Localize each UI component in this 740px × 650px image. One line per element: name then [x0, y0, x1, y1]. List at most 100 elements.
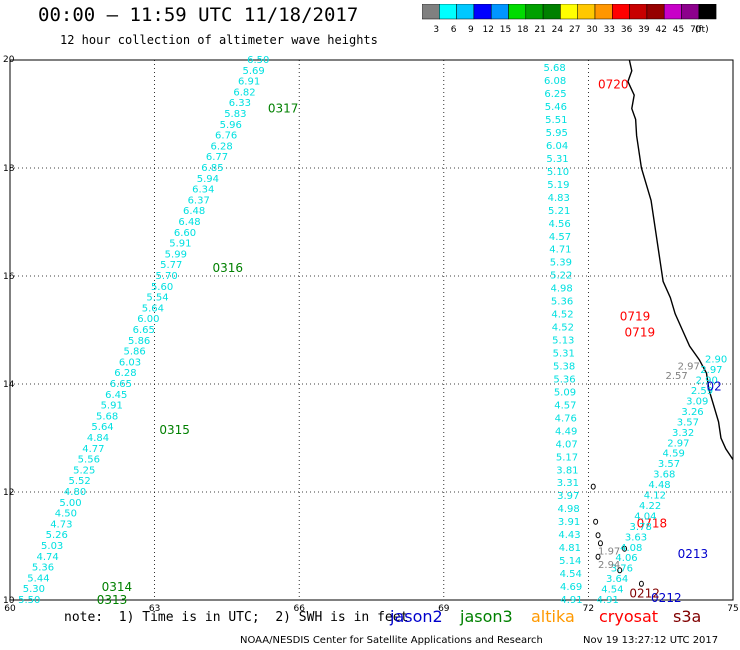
- island: [595, 532, 601, 539]
- swh-value-label: 4.07: [555, 439, 577, 450]
- swh-value-label: 6.08: [544, 76, 566, 87]
- map-title: 00:00 – 11:59 UTC 11/18/2017: [38, 4, 359, 26]
- legend-label: 21: [534, 25, 545, 35]
- swh-value-label: 5.30: [23, 584, 45, 595]
- legend-swatch: [698, 4, 717, 20]
- lon-tick-label: 63: [149, 604, 160, 614]
- pass-time-label: 0720: [598, 77, 629, 91]
- swh-value-label: 6.04: [546, 141, 568, 152]
- swh-value-label: 3.57: [658, 459, 680, 470]
- legend-label: 3: [433, 25, 439, 35]
- swh-value-label: 3.97: [557, 491, 579, 502]
- swh-value-label: 5.95: [546, 128, 568, 139]
- legend-label: 24: [552, 25, 564, 35]
- swh-value-label: 5.96: [220, 120, 242, 131]
- swh-value-label: 6.28: [210, 141, 232, 152]
- pass-time-label: 0313: [97, 593, 128, 607]
- swh-value-label: 4.04: [634, 511, 656, 522]
- swh-value-label: 2.97: [667, 438, 689, 449]
- swh-value-label: 2.94: [598, 560, 620, 571]
- swh-value-label: 5.83: [224, 109, 246, 120]
- swh-value-label: 6.03: [119, 357, 141, 368]
- swh-value-label: 4.91: [560, 595, 582, 606]
- island: [638, 580, 644, 587]
- pass-time-label: 0314: [102, 580, 133, 594]
- swh-value-label: 2.97: [700, 365, 722, 376]
- legend-altika: altika: [531, 607, 575, 626]
- swh-value-label: 5.46: [545, 102, 567, 113]
- pass-time-label: 0719: [620, 310, 651, 324]
- swh-value-label: 6.76: [215, 131, 237, 142]
- swh-value-label: 4.74: [36, 552, 58, 563]
- swh-value-label: 5.91: [101, 401, 123, 412]
- swh-value-label: 6.48: [183, 206, 205, 217]
- swh-value-label: 5.36: [551, 297, 573, 308]
- swh-value-label: 3.78: [630, 522, 652, 533]
- pass-time-label: 0213: [678, 547, 709, 561]
- swh-value-label: 5.21: [548, 206, 570, 217]
- swh-value-label: 5.36: [553, 374, 575, 385]
- swh-value-label: 5.64: [91, 422, 113, 433]
- lon-tick-label: 66: [293, 604, 305, 614]
- legend-label: 42: [655, 25, 666, 35]
- pass-time-label: 0718: [637, 516, 668, 530]
- legend-label: 70: [690, 25, 702, 35]
- island: [590, 483, 596, 490]
- swh-value-label: 5.86: [123, 347, 145, 358]
- legend-label: 45: [673, 25, 684, 35]
- swh-value-label: 5.50: [18, 595, 40, 606]
- pass-time-label: 0212: [651, 591, 682, 605]
- swh-value-label: 6.65: [110, 379, 132, 390]
- swh-value-label: 3.09: [686, 396, 708, 407]
- legend-cryosat: cryosat: [599, 607, 659, 626]
- pass-time-label: 0315: [159, 423, 190, 437]
- swh-value-label: 2.59: [691, 386, 713, 397]
- swh-value-label: 5.00: [59, 498, 81, 509]
- lon-tick-label: 60: [4, 604, 16, 614]
- pass-time-label: 0316: [212, 261, 243, 275]
- swh-value-label: 2.90: [696, 376, 718, 387]
- swh-value-label: 5.22: [550, 271, 572, 282]
- swh-value-label: 5.70: [156, 271, 178, 282]
- swh-value-label: 4.73: [50, 519, 72, 530]
- swh-value-label: 6.00: [137, 314, 159, 325]
- swh-value-label: 4.56: [548, 219, 570, 230]
- swh-value-label: 5.99: [165, 249, 187, 260]
- swh-value-label: 6.77: [206, 152, 228, 163]
- lon-tick-label: 69: [438, 604, 450, 614]
- swh-value-label: 4.06: [615, 553, 637, 564]
- swh-value-label: 4.57: [549, 232, 571, 243]
- swh-value-label: 5.68: [544, 63, 566, 74]
- swh-value-label: 5.60: [151, 282, 173, 293]
- lat-tick-label: 18: [3, 164, 15, 174]
- swh-value-label: 3.64: [606, 574, 628, 585]
- swh-value-label: 4.52: [551, 310, 573, 321]
- pass-time-label: 02: [706, 380, 721, 394]
- legend-label: (ft): [695, 25, 709, 35]
- swh-value-label: 2.90: [705, 355, 727, 366]
- swh-value-label: 5.68: [96, 411, 118, 422]
- swh-value-label: 4.12: [644, 491, 666, 502]
- swh-value-label: 3.31: [557, 478, 579, 489]
- lat-tick-label: 10: [3, 596, 15, 606]
- lat-tick-label: 16: [3, 272, 15, 282]
- swh-value-label: 4.84: [87, 433, 109, 444]
- swh-value-label: 5.38: [553, 361, 575, 372]
- swh-value-label: 4.59: [663, 449, 685, 460]
- swh-value-label: 4.08: [620, 543, 642, 554]
- lat-tick-label: 12: [3, 488, 14, 498]
- swh-value-label: 4.76: [555, 413, 577, 424]
- swh-value-label: 4.43: [558, 530, 580, 541]
- swh-value-label: 5.86: [128, 336, 150, 347]
- swh-value-label: 4.77: [82, 444, 104, 455]
- swh-value-label: 4.80: [64, 487, 86, 498]
- lat-tick-label: 20: [3, 55, 15, 65]
- swh-value-label: 5.03: [41, 541, 63, 552]
- swh-value-label: 2.97: [678, 362, 700, 373]
- legend-label: 9: [468, 25, 474, 35]
- swh-value-label: 1.97: [598, 546, 620, 557]
- swh-value-label: 6.50: [247, 55, 269, 66]
- legend-label: 39: [638, 25, 650, 35]
- legend-label: 18: [517, 25, 529, 35]
